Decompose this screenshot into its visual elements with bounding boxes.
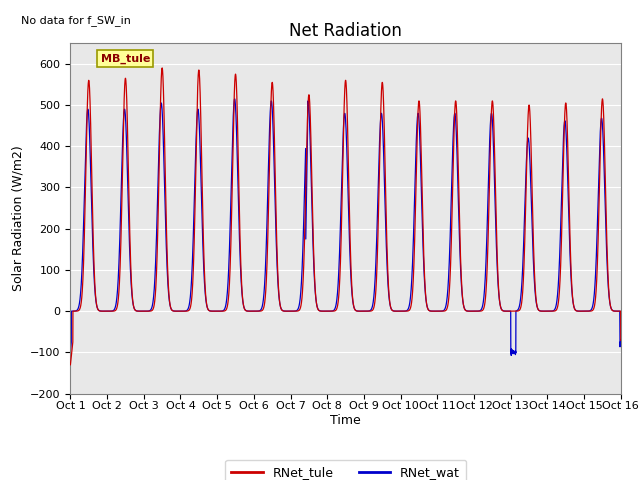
Legend: RNet_tule, RNet_wat: RNet_tule, RNet_wat [225, 460, 466, 480]
Text: MB_tule: MB_tule [100, 54, 150, 64]
Title: Net Radiation: Net Radiation [289, 22, 402, 40]
X-axis label: Time: Time [330, 414, 361, 427]
Y-axis label: Solar Radiation (W/m2): Solar Radiation (W/m2) [12, 145, 24, 291]
Text: No data for f_SW_in: No data for f_SW_in [21, 15, 131, 26]
